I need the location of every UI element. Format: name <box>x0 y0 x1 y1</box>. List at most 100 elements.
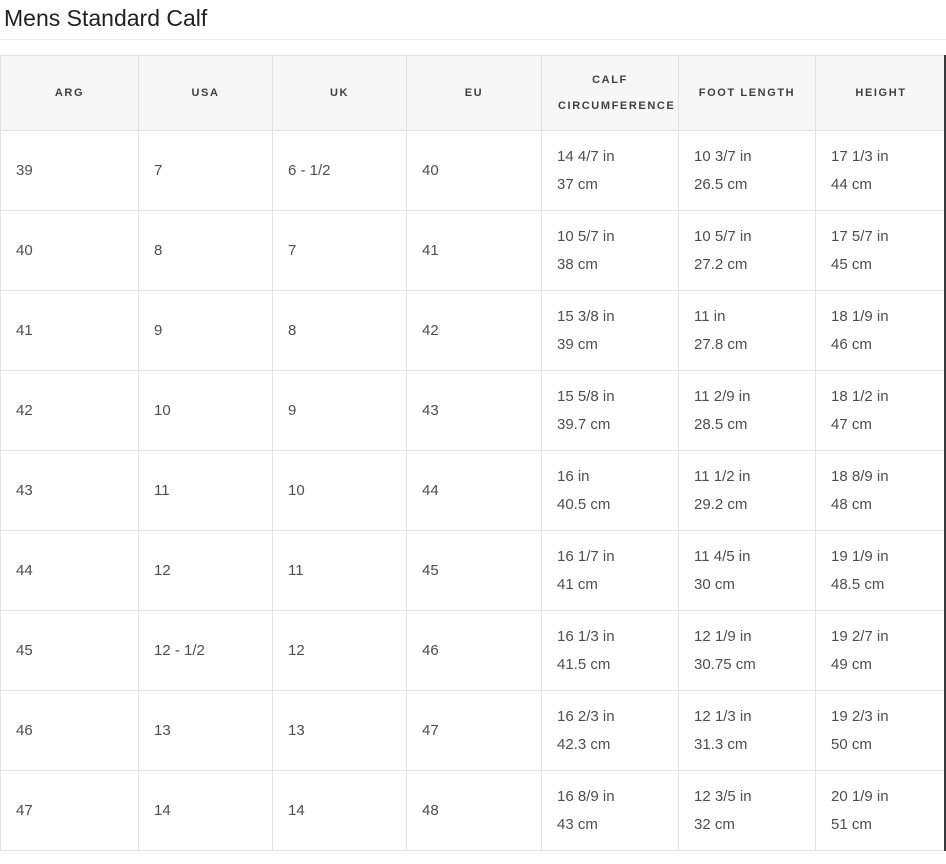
right-edge-bar <box>944 55 946 851</box>
cell-eu: 45 <box>406 530 542 611</box>
value-cm: 48 cm <box>831 495 872 513</box>
value-inches: 10 3/7 in <box>694 147 752 165</box>
table-row: 46 13 13 47 16 2/3 in 42.3 cm 12 1/3 in 31… <box>0 690 946 771</box>
cell-calf-circumference: 16 in 40.5 cm <box>541 450 679 531</box>
cell-calf-circumference: 15 3/8 in 39 cm <box>541 290 679 371</box>
value-inches: 16 in <box>557 467 590 485</box>
cell-uk: 8 <box>272 290 407 371</box>
table-row: 42 10 9 43 15 5/8 in 39.7 cm 11 2/9 in 28.… <box>0 370 946 451</box>
cell-foot-length: 10 5/7 in 27.2 cm <box>678 210 816 291</box>
value-inches: 12 1/3 in <box>694 707 752 725</box>
cell-foot-length: 11 1/2 in 29.2 cm <box>678 450 816 531</box>
value-inches: 17 5/7 in <box>831 227 889 245</box>
cell-usa: 14 <box>138 770 273 851</box>
cell-uk: 14 <box>272 770 407 851</box>
size-table: ARG USA UK EU CALF CIRCUMFERENCE FOOT LE… <box>0 55 946 851</box>
value-inches: 19 1/9 in <box>831 547 889 565</box>
cell-uk: 7 <box>272 210 407 291</box>
value-inches: 11 in <box>694 307 726 325</box>
cell-height: 17 1/3 in 44 cm <box>815 130 946 211</box>
cell-foot-length: 11 in 27.8 cm <box>678 290 816 371</box>
value-inches: 11 4/5 in <box>694 547 751 565</box>
cell-foot-length: 12 1/9 in 30.75 cm <box>678 610 816 691</box>
value-cm: 42.3 cm <box>557 735 611 753</box>
value-cm: 29.2 cm <box>694 495 748 513</box>
value-inches: 15 3/8 in <box>557 307 615 325</box>
cell-arg: 46 <box>0 690 139 771</box>
cell-arg: 40 <box>0 210 139 291</box>
value-inches: 18 1/2 in <box>831 387 889 405</box>
value-inches: 19 2/3 in <box>831 707 889 725</box>
cell-eu: 44 <box>406 450 542 531</box>
value-inches: 16 2/3 in <box>557 707 615 725</box>
value-cm: 39 cm <box>557 335 598 353</box>
cell-eu: 43 <box>406 370 542 451</box>
value-cm: 39.7 cm <box>557 415 611 433</box>
cell-usa: 11 <box>138 450 273 531</box>
value-cm: 32 cm <box>694 815 735 833</box>
value-inches: 16 1/3 in <box>557 627 615 645</box>
cell-foot-length: 12 3/5 in 32 cm <box>678 770 816 851</box>
value-cm: 40.5 cm <box>557 495 611 513</box>
header-row: ARG USA UK EU CALF CIRCUMFERENCE FOOT LE… <box>0 55 946 131</box>
value-inches: 12 1/9 in <box>694 627 752 645</box>
cell-height: 20 1/9 in 51 cm <box>815 770 946 851</box>
cell-usa: 10 <box>138 370 273 451</box>
column-header-uk: UK <box>272 55 407 131</box>
cell-uk: 13 <box>272 690 407 771</box>
cell-uk: 11 <box>272 530 407 611</box>
table-row: 41 9 8 42 15 3/8 in 39 cm 11 in 27.8 cm 18… <box>0 290 946 371</box>
cell-eu: 47 <box>406 690 542 771</box>
cell-height: 19 2/3 in 50 cm <box>815 690 946 771</box>
value-cm: 50 cm <box>831 735 872 753</box>
cell-foot-length: 11 4/5 in 30 cm <box>678 530 816 611</box>
value-cm: 47 cm <box>831 415 872 433</box>
value-cm: 28.5 cm <box>694 415 748 433</box>
cell-uk: 10 <box>272 450 407 531</box>
cell-eu: 42 <box>406 290 542 371</box>
cell-height: 19 2/7 in 49 cm <box>815 610 946 691</box>
value-inches: 16 1/7 in <box>557 547 615 565</box>
value-inches: 18 8/9 in <box>831 467 889 485</box>
value-inches: 17 1/3 in <box>831 147 889 165</box>
value-inches: 15 5/8 in <box>557 387 615 405</box>
value-cm: 27.8 cm <box>694 335 748 353</box>
value-cm: 44 cm <box>831 175 872 193</box>
cell-foot-length: 12 1/3 in 31.3 cm <box>678 690 816 771</box>
page-title: Mens Standard Calf <box>4 5 208 31</box>
cell-eu: 40 <box>406 130 542 211</box>
cell-height: 17 5/7 in 45 cm <box>815 210 946 291</box>
cell-foot-length: 10 3/7 in 26.5 cm <box>678 130 816 211</box>
value-inches: 10 5/7 in <box>694 227 752 245</box>
value-inches: 20 1/9 in <box>831 787 889 805</box>
column-header-arg: ARG <box>0 55 139 131</box>
table-row: 40 8 7 41 10 5/7 in 38 cm 10 5/7 in 27.2 c… <box>0 210 946 291</box>
title-divider <box>0 39 946 40</box>
cell-height: 18 1/9 in 46 cm <box>815 290 946 371</box>
cell-calf-circumference: 16 8/9 in 43 cm <box>541 770 679 851</box>
cell-calf-circumference: 16 1/3 in 41.5 cm <box>541 610 679 691</box>
cell-height: 18 1/2 in 47 cm <box>815 370 946 451</box>
value-cm: 38 cm <box>557 255 598 273</box>
table-row: 43 11 10 44 16 in 40.5 cm 11 1/2 in 29.2 c… <box>0 450 946 531</box>
cell-arg: 45 <box>0 610 139 691</box>
value-cm: 26.5 cm <box>694 175 748 193</box>
value-inches: 10 5/7 in <box>557 227 615 245</box>
cell-arg: 43 <box>0 450 139 531</box>
value-inches: 18 1/9 in <box>831 307 889 325</box>
value-inches: 14 4/7 in <box>557 147 615 165</box>
value-cm: 37 cm <box>557 175 598 193</box>
cell-arg: 44 <box>0 530 139 611</box>
value-cm: 51 cm <box>831 815 872 833</box>
cell-usa: 13 <box>138 690 273 771</box>
cell-arg: 42 <box>0 370 139 451</box>
column-header-foot-length: FOOT LENGTH <box>678 55 816 131</box>
table-row: 47 14 14 48 16 8/9 in 43 cm 12 3/5 in 32 c… <box>0 770 946 851</box>
table-row: 39 7 6 - 1/2 40 14 4/7 in 37 cm 10 3/7 in… <box>0 130 946 211</box>
value-inches: 11 1/2 in <box>694 467 751 485</box>
cell-calf-circumference: 14 4/7 in 37 cm <box>541 130 679 211</box>
cell-arg: 47 <box>0 770 139 851</box>
cell-calf-circumference: 16 1/7 in 41 cm <box>541 530 679 611</box>
value-cm: 41.5 cm <box>557 655 611 673</box>
